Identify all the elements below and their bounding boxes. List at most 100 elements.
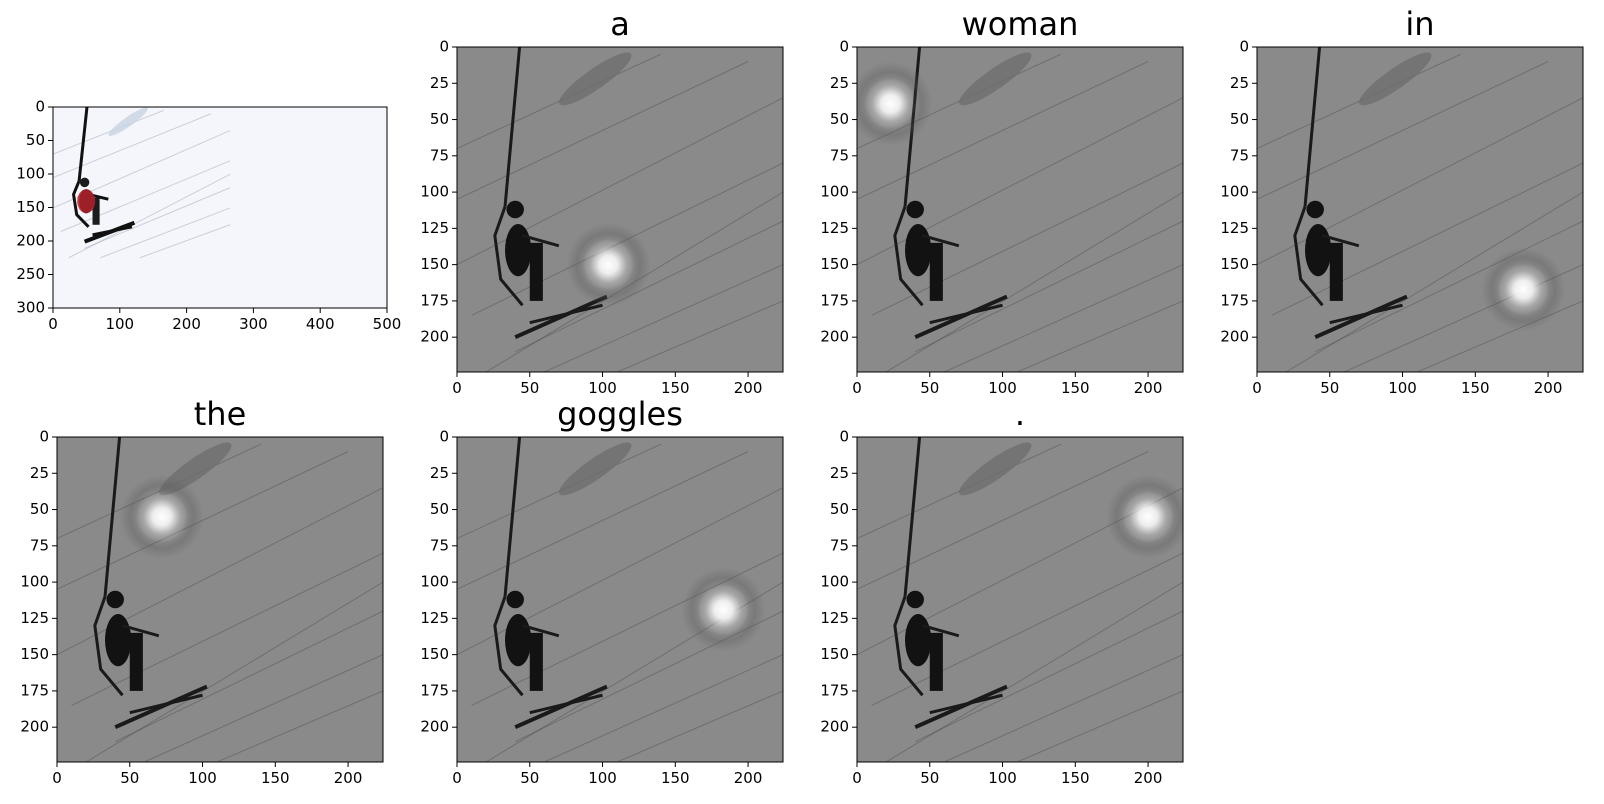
lift-bar <box>922 234 960 248</box>
y-tick-label: 50 <box>1230 110 1249 128</box>
y-tick-label: 0 <box>35 98 45 116</box>
person-head <box>906 590 924 609</box>
y-tick-label: 150 <box>420 645 449 663</box>
panel-title: . <box>1015 395 1025 433</box>
snow-shadow <box>959 442 1032 496</box>
ski-left <box>914 684 1008 730</box>
panel-title: woman <box>962 5 1079 43</box>
panel-title: a <box>610 5 630 43</box>
attention-peak <box>135 490 188 543</box>
panel-6: . 0 50 100 150 200 0 25 50 75 100 125 150 175 200 <box>820 395 1184 787</box>
ski-track-7 <box>885 191 1183 372</box>
y-tick-label: 50 <box>430 110 449 128</box>
panel-image-6 <box>857 437 1183 762</box>
panel-0: 0 100 200 300 400 500 0 50 100 150 200 250 300 <box>16 98 401 334</box>
y-tick-label: 200 <box>820 328 849 346</box>
x-tick-label: 50 <box>520 769 539 787</box>
axes-frame <box>456 46 784 373</box>
x-tick-label: 50 <box>120 769 139 787</box>
lift-cable <box>503 47 522 207</box>
chair-frame <box>493 206 524 307</box>
x-tick-label: 50 <box>920 379 939 397</box>
x-tick-label: 500 <box>373 315 402 333</box>
ski-left <box>114 684 208 730</box>
ski-track-6 <box>457 53 661 150</box>
attention-peak <box>697 583 750 636</box>
ski-track-1 <box>871 162 1183 316</box>
person-torso <box>905 614 932 667</box>
ski-track-3 <box>457 61 749 200</box>
y-tick-label: 300 <box>16 299 45 317</box>
y-tick-label: 50 <box>830 110 849 128</box>
x-tick-label: 150 <box>1061 379 1090 397</box>
y-tick-label: 175 <box>820 681 849 699</box>
attention-peak <box>1497 263 1550 316</box>
lift-cable <box>903 437 922 597</box>
lift-bar <box>1322 234 1360 248</box>
y-tick-label: 50 <box>830 500 849 518</box>
image-background <box>57 437 383 762</box>
ski-right <box>129 693 203 715</box>
lift-cable <box>503 437 522 597</box>
attention-peak <box>864 77 917 130</box>
x-tick-label: 200 <box>734 769 763 787</box>
attention-peak <box>1122 490 1175 543</box>
person-torso <box>1305 224 1332 277</box>
y-tick-label: 75 <box>430 536 449 554</box>
x-tick-label: 150 <box>1461 379 1490 397</box>
x-tick-label: 100 <box>588 769 617 787</box>
x-tick-label: 0 <box>52 769 62 787</box>
y-tick-label: 200 <box>420 718 449 736</box>
attention-peak <box>582 238 635 291</box>
y-tick-label: 200 <box>820 718 849 736</box>
snow-shadow <box>1359 52 1432 106</box>
x-tick-label: 100 <box>1388 379 1417 397</box>
chair-frame <box>893 206 924 307</box>
ski-track-4 <box>944 654 1183 762</box>
person-head <box>506 590 524 609</box>
panel-4: the 0 50 100 150 200 0 25 50 75 100 125 150 175 200 <box>20 395 384 787</box>
x-tick-label: 150 <box>661 379 690 397</box>
person-torso <box>105 614 132 667</box>
person-legs <box>1329 242 1343 301</box>
ski-right <box>929 303 1003 325</box>
y-tick-label: 175 <box>820 291 849 309</box>
y-tick-label: 200 <box>20 718 49 736</box>
y-tick-label: 125 <box>1220 219 1249 237</box>
ski-track-2 <box>914 220 1183 353</box>
panel-image-4 <box>57 437 383 762</box>
chair-frame <box>893 596 924 697</box>
y-tick-label: 100 <box>20 573 49 591</box>
y-tick-label: 150 <box>16 198 45 216</box>
y-tick-label: 75 <box>30 536 49 554</box>
y-tick-label: 100 <box>420 573 449 591</box>
ski-track-1 <box>60 160 231 232</box>
lift-cable <box>77 107 89 182</box>
x-tick-label: 200 <box>334 769 363 787</box>
y-tick-label: 0 <box>1239 38 1249 56</box>
y-tick-label: 0 <box>839 428 849 446</box>
person-head <box>1306 200 1324 219</box>
y-tick-label: 100 <box>1220 183 1249 201</box>
person-legs <box>929 242 943 301</box>
y-tick-label: 0 <box>39 428 49 446</box>
lift-bar <box>522 624 560 638</box>
ski-track-2 <box>114 610 383 743</box>
y-tick-label: 75 <box>430 146 449 164</box>
y-tick-label: 125 <box>820 219 849 237</box>
ski-track-6 <box>457 443 661 540</box>
y-tick-label: 100 <box>420 183 449 201</box>
ski-track-7 <box>885 581 1183 762</box>
y-tick-label: 150 <box>820 255 849 273</box>
red-jacket <box>77 189 96 214</box>
y-tick-label: 150 <box>1220 255 1249 273</box>
person-torso <box>505 224 532 277</box>
ski-right <box>1329 303 1403 325</box>
y-tick-label: 75 <box>830 536 849 554</box>
y-tick-label: 0 <box>439 428 449 446</box>
x-tick-label: 200 <box>172 315 201 333</box>
ski-track-3 <box>1257 61 1549 200</box>
y-tick-label: 50 <box>430 500 449 518</box>
y-tick-label: 50 <box>26 131 45 149</box>
ski-track-5 <box>616 690 783 762</box>
